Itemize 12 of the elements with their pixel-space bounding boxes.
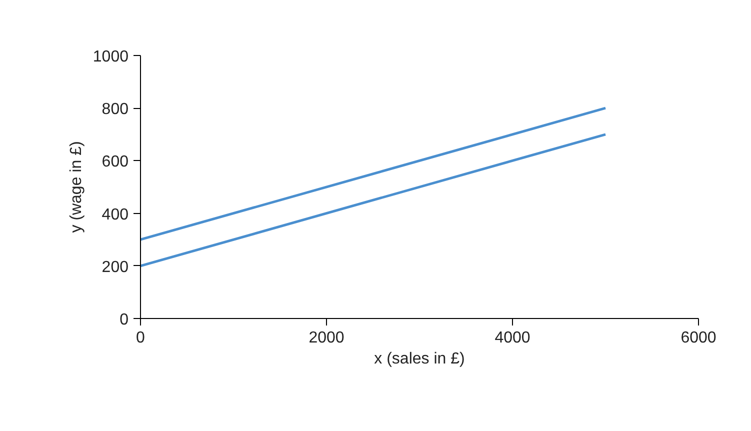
y-tick-label: 600 bbox=[102, 154, 129, 171]
y-axis-title: y (wage in £) bbox=[68, 141, 85, 233]
x-tick-label: 0 bbox=[136, 330, 146, 346]
y-tick-label: 1000 bbox=[92, 48, 129, 66]
x-tick-label: 6000 bbox=[680, 330, 716, 346]
x-tick-label: 2000 bbox=[308, 330, 344, 346]
y-tick-label: 800 bbox=[102, 101, 129, 118]
x-tick-label: 4000 bbox=[494, 330, 530, 346]
y-tick-label: 400 bbox=[102, 206, 129, 224]
y-tick-label: 200 bbox=[102, 258, 129, 276]
x-axis-title: x (sales in £) bbox=[374, 350, 465, 368]
y-tick-label: 0 bbox=[120, 312, 129, 328]
